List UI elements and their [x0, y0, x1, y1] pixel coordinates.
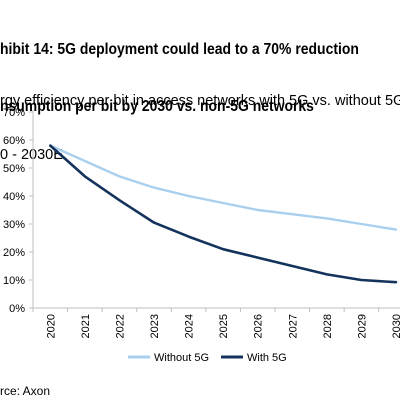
y-tick-label: 10% [3, 275, 25, 287]
chart-title: hibit 14: 5G deployment could lead to a … [0, 2, 360, 135]
chart-legend: Without 5G With 5G [128, 352, 287, 364]
chart-title-line-1: hibit 14: 5G deployment could lead to a … [0, 41, 359, 58]
chart-series [48, 144, 398, 284]
chart-axes: 0% 10% 20% 30% 40% 50% 60% 70% 2020 2021 2022 2023 2… [3, 107, 400, 338]
x-tick-label: 2029 [356, 314, 368, 338]
x-tick-label: 2026 [253, 314, 265, 338]
x-tick-label: 2025 [218, 314, 230, 338]
y-tick-label: 50% [3, 163, 25, 175]
chart-title-line-2: nsumption per bit by 2030 vs. non-5G net… [0, 98, 314, 115]
y-tick-label: 20% [3, 247, 25, 259]
series-line-with-5g [48, 144, 398, 284]
legend-label-without-5g: Without 5G [154, 352, 209, 364]
y-tick-label: 60% [3, 135, 25, 147]
x-tick-label: 2028 [322, 314, 334, 338]
chart-subtitle: rgy efficiency per bit in access network… [0, 56, 400, 182]
chart-subtitle-line-2: 0 - 2030E [0, 147, 63, 163]
y-tick-label: 0% [9, 303, 25, 315]
chart-subtitle-line-1: rgy efficiency per bit in access network… [0, 93, 400, 109]
x-tick-label: 2020 [45, 314, 57, 338]
x-tick-label: 2023 [149, 314, 161, 338]
y-tick-label: 30% [3, 219, 25, 231]
x-tick-label: 2022 [114, 314, 126, 338]
source-note: rce: Axon [0, 384, 51, 398]
series-line-without-5g [49, 144, 398, 231]
y-tick-label: 70% [3, 107, 25, 119]
x-tick-label: 2024 [184, 314, 196, 338]
x-tick-label: 2027 [287, 314, 299, 338]
y-tick-label: 40% [3, 191, 25, 203]
x-tick-label: 2021 [80, 314, 92, 338]
legend-label-with-5g: With 5G [247, 352, 287, 364]
x-tick-label: 2030 [391, 314, 400, 338]
